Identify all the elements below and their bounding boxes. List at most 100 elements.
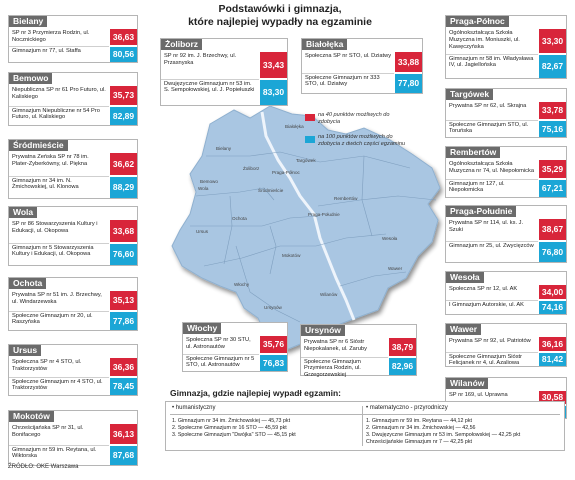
border-southwest <box>235 245 301 323</box>
vistula-river <box>260 111 356 321</box>
primary-score-badge: 35,29 <box>539 160 566 178</box>
humanistic-rank-2: 2. Społeczne Gimnazjum nr 16 STO — 45,59… <box>172 425 287 431</box>
bullet-icon: • <box>172 405 176 411</box>
map-label-wilanow: Wilanów <box>320 292 338 297</box>
map-label-wola: Wola <box>198 186 209 191</box>
page-title: Podstawówki i gimnazja, które najlepiej … <box>160 3 400 29</box>
school-row: Gimnazjum nr 25, ul. Zwycięzców 76,80 <box>446 240 566 264</box>
math-label: • matematyczno - przyrodniczy <box>366 405 448 411</box>
primary-score-badge: 36,36 <box>110 358 137 376</box>
school-row: Społeczne Gimnazjum Przymierza Rodzin, u… <box>301 356 416 378</box>
math-label-text: matematyczno - przyrodniczy <box>369 405 448 411</box>
school-name: Społeczna SP nr 4 STO, ul. Traktorzystów <box>12 359 82 372</box>
school-row: Ogólnokształcąca Szkoła Muzyczna nr 74, … <box>446 159 566 179</box>
school-name: I Gimnazjum Autorskie, ul. AK <box>449 301 524 308</box>
row-divider <box>9 105 109 107</box>
map-label-ursynow: Ursynów <box>264 305 282 310</box>
district-box-mokotow: Mokotów Chrześcijańska SP nr 31, ul. Boni… <box>8 410 138 466</box>
bullet-icon: • <box>366 405 370 411</box>
school-row: Prywatna Żeńska SP nr 78 im. Plater-Zybe… <box>9 152 137 176</box>
map-label-targowek: Targówek <box>296 158 316 163</box>
gymnasium-score-badge: 74,16 <box>539 300 566 314</box>
school-name: Gimnazjum nr 25, ul. Zwycięzców <box>449 242 534 249</box>
gymnasium-score-badge: 77,86 <box>110 311 137 330</box>
primary-score-badge: 38,79 <box>389 338 416 356</box>
school-name: Społeczne Gimnazjum STO, ul. Toruńska <box>449 121 529 135</box>
school-row: Gimnazjum nr 127, ul. Niepołomicka 67,21 <box>446 178 566 199</box>
school-name: SP nr 86 Stowarzyszenia Kultury i Edukac… <box>12 221 98 234</box>
primary-score-badge: 33,88 <box>395 52 422 72</box>
row-divider <box>446 240 538 242</box>
district-box-wlochy: Włochy Społeczna SP nr 30 STU, ul. Astron… <box>182 322 288 372</box>
school-row: SP nr 169, ul. Uprawna 30,58 <box>446 390 566 405</box>
legend-cyan-text: na 100 punktów możliwych do zdobycia z d… <box>318 134 406 147</box>
border-west <box>223 195 233 265</box>
primary-score-badge: 36,16 <box>539 337 566 351</box>
school-name: Prywatna SP nr 6 Sióstr Niepokalanek, ul… <box>304 339 367 352</box>
school-row: I Gimnazjum Autorskie, ul. AK 74,16 <box>446 299 566 316</box>
district-name: Wawer <box>446 324 482 335</box>
gymnasium-score-badge: 82,89 <box>110 106 137 125</box>
row-divider <box>301 356 388 358</box>
school-name: Gimnazjum Niepubliczne nr 54 Pro Futuro,… <box>12 107 100 121</box>
map-label-wawer: Wawer <box>388 266 403 271</box>
primary-score-badge: 35,13 <box>110 291 137 310</box>
map-label-praga-polnoc: Praga-Północ <box>272 170 300 175</box>
school-name: Gimnazjum nr 5 Stowarzyszenia Kultury i … <box>12 244 94 258</box>
school-name: Ogólnokształcąca Szkoła Muzyczna nr 74, … <box>449 161 535 174</box>
school-row: Prywatna SP nr 6 Sióstr Niepokalanek, ul… <box>301 337 416 357</box>
row-divider <box>9 45 109 47</box>
district-box-targowek: Targówek Prywatna SP nr 62, ul. Skrajna 33… <box>445 88 567 138</box>
map-label-mokotow: Mokotów <box>282 253 301 258</box>
school-name: Prywatna SP nr 114, ul. ks. J. Szuki <box>449 220 524 233</box>
school-name: SP nr 3 Przymierza Rodzin, ul. Nocznicki… <box>12 30 90 43</box>
school-name: SP nr 92 im. J. Brzechwy, ul. Przasnyska <box>164 53 237 66</box>
district-box-praga-poludnie: Praga-Południe Prywatna SP nr 114, ul. ks… <box>445 205 567 263</box>
gymnasium-score-badge: 80,56 <box>110 46 137 62</box>
district-name: Żoliborz <box>161 39 203 50</box>
school-row: Społeczna SP nr 4 STO, ul. Traktorzystów… <box>9 357 137 377</box>
school-name: Społeczne Gimnazjum nr 333 STO, ul. Dzia… <box>305 74 380 88</box>
primary-score-badge: 38,67 <box>539 219 566 240</box>
map-label-bielany: Bielany <box>216 146 232 151</box>
school-name: Gimnazjum nr 127, ul. Niepołomicka <box>449 180 505 194</box>
primary-score-badge: 36,13 <box>110 424 137 444</box>
school-row: Gimnazjum nr 59 im. Reytana, ul. Wiktors… <box>9 444 137 467</box>
district-borders <box>190 151 437 323</box>
humanistic-rank-1: 1. Gimnazjum nr 34 im. Żmichowskiej — 45… <box>172 418 291 424</box>
legend-swatch-red <box>305 114 315 121</box>
row-divider <box>446 53 538 55</box>
legend-swatch-cyan <box>305 136 315 143</box>
humanistic-label-text: humanistyczny <box>175 405 216 411</box>
row-divider <box>9 444 109 446</box>
district-box-ursus: Ursus Społeczna SP nr 4 STO, ul. Traktorz… <box>8 344 138 396</box>
district-name: Rembertów <box>446 147 501 158</box>
school-name: Niepubliczna SP nr 61 Pro Futuro, ul. Ka… <box>12 87 106 100</box>
row-divider <box>302 72 394 74</box>
primary-score-badge: 33,30 <box>539 29 566 53</box>
district-name: Praga-Północ <box>446 16 509 27</box>
map-label-wesola: Wesoła <box>382 236 398 241</box>
primary-score-badge: 30,58 <box>539 391 566 404</box>
district-box-srodmiescie: Śródmieście Prywatna Żeńska SP nr 78 im. … <box>8 139 138 199</box>
title-line-2: które najlepiej wypadły na egzaminie <box>188 16 372 28</box>
school-name: Prywatna SP nr 51 im. J. Brzechwy, ul. W… <box>12 292 102 305</box>
school-row: Gimnazjum nr 58 im. Władysława IV, ul. J… <box>446 53 566 80</box>
border-center <box>190 215 319 227</box>
school-row: Prywatna SP nr 92, ul. Patriotów 36,16 <box>446 336 566 352</box>
district-name: Praga-Południe <box>446 206 517 217</box>
district-box-bialoleka: Białołęka Społeczna SP nr STO, ul. Dziatw… <box>301 38 423 94</box>
map-shape <box>171 105 441 351</box>
gymnasium-score-badge: 88,29 <box>110 176 137 198</box>
primary-score-badge: 35,73 <box>110 86 137 105</box>
primary-score-badge: 34,00 <box>539 285 566 299</box>
school-row: SP nr 3 Przymierza Rodzin, ul. Nocznicki… <box>9 28 137 46</box>
district-name: Bielany <box>9 16 48 27</box>
primary-score-badge: 35,76 <box>260 336 287 353</box>
gymnasium-score-badge: 78,45 <box>110 377 137 395</box>
school-row: Gimnazjum Niepubliczne nr 54 Pro Futuro,… <box>9 105 137 127</box>
row-divider <box>446 178 538 180</box>
map-label-bemowo: Bemowo <box>200 179 218 184</box>
district-box-ursynow: Ursynów Prywatna SP nr 6 Sióstr Niepokala… <box>300 324 417 378</box>
ranking-vertical-divider <box>362 406 363 446</box>
